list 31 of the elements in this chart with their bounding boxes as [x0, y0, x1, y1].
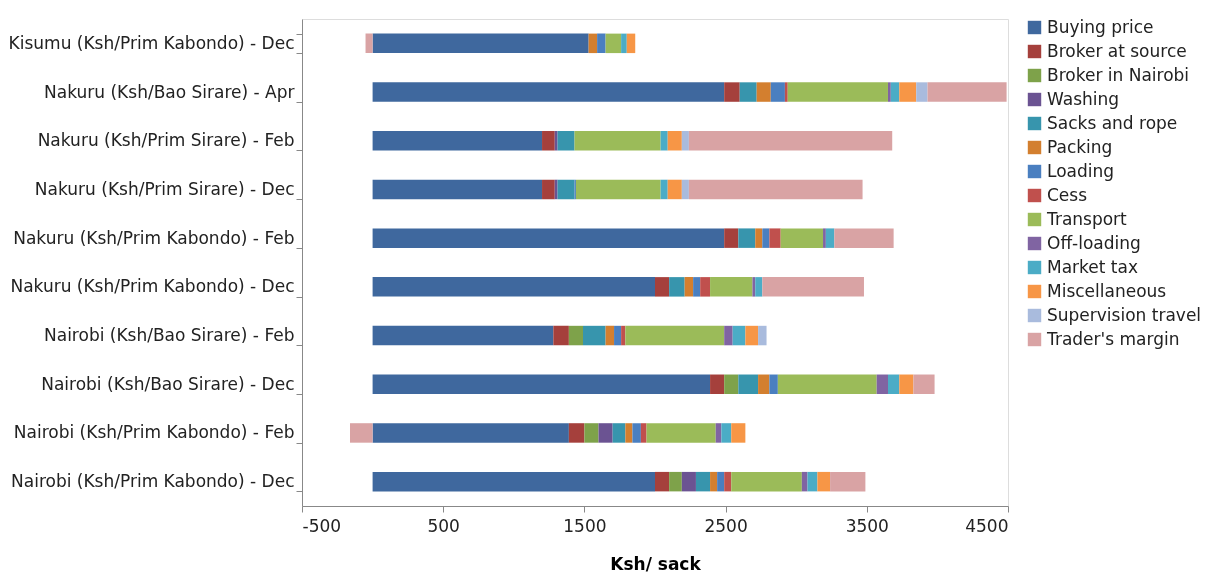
legend-label: Broker at source [1047, 40, 1187, 61]
legend-label: Market tax [1047, 256, 1138, 277]
legend-label: Off-loading [1047, 232, 1141, 253]
legend-label: Transport [1046, 208, 1128, 229]
x-tick-label: -500 [302, 515, 342, 536]
y-tick-label: Nairobi (Ksh/Prim Kabondo) - Dec [11, 471, 295, 492]
legend-label: Sacks and rope [1047, 112, 1178, 133]
x-tick-label: 2500 [704, 515, 748, 536]
y-tick-label: Nakuru (Ksh/Prim Kabondo) - Feb [13, 227, 295, 248]
legend-label: Broker in Nairobi [1047, 64, 1190, 85]
y-tick-label: Nakuru (Ksh/Bao Sirare) - Apr [44, 81, 295, 102]
legend-label: Packing [1047, 136, 1113, 157]
legend-label: Cess [1047, 184, 1088, 205]
y-tick-label: Nakuru (Ksh/Prim Sirare) - Dec [34, 178, 295, 199]
legend-label: Trader's margin [1046, 328, 1180, 349]
legend-label: Buying price [1047, 16, 1154, 37]
x-axis-title: Ksh/ sack [610, 553, 702, 574]
legend-label: Washing [1047, 88, 1120, 109]
x-tick-label: 500 [427, 515, 460, 536]
x-tick-label: 3500 [845, 515, 889, 536]
x-tick-label: 4500 [965, 515, 1009, 536]
y-tick-label: Nakuru (Ksh/Prim Kabondo) - Dec [10, 276, 295, 297]
y-tick-label: Nakuru (Ksh/Prim Sirare) - Feb [37, 130, 295, 151]
y-tick-label: Kisumu (Ksh/Prim Kabondo) - Dec [8, 32, 295, 53]
legend-label: Loading [1047, 160, 1115, 181]
y-tick-label: Nairobi (Ksh/Bao Sirare) - Dec [41, 373, 295, 394]
legend-label: Miscellaneous [1047, 280, 1167, 301]
y-tick-label: Nairobi (Ksh/Bao Sirare) - Feb [44, 325, 295, 346]
x-tick-label: 1500 [563, 515, 607, 536]
legend-label: Supervision travel [1047, 304, 1202, 325]
y-tick-label: Nairobi (Ksh/Prim Kabondo) - Feb [13, 422, 295, 443]
